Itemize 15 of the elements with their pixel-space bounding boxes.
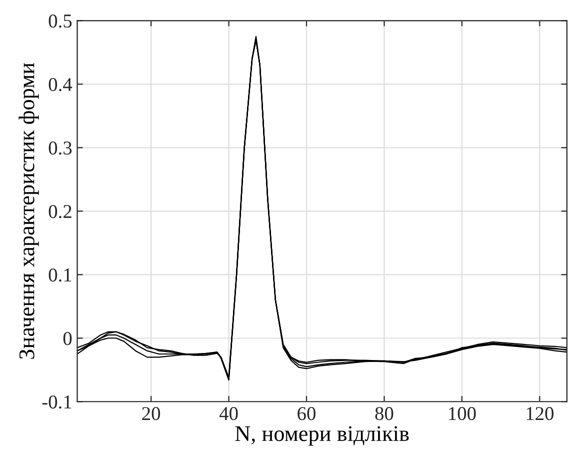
x-axis-title: N, номери відліків [235, 426, 409, 446]
y-tick-label: 0.4 [48, 78, 72, 92]
x-tick-label: 60 [298, 407, 316, 420]
x-tick-label: 100 [449, 407, 476, 420]
y-axis-title: Значення характеристик форми [18, 62, 39, 359]
y-tick-label: -0.1 [42, 395, 72, 409]
x-tick-label: 80 [375, 407, 394, 420]
x-tick-label: 40 [219, 407, 238, 420]
y-tick-label: 0.2 [48, 204, 72, 218]
x-tick-label: 20 [142, 407, 160, 420]
y-tick-label: 0.3 [48, 141, 72, 155]
y-tick-label: 0 [63, 332, 72, 346]
x-tick-label: 120 [526, 407, 554, 420]
y-tick-label: 0.5 [48, 14, 72, 28]
y-tick-label: 0.1 [48, 268, 72, 282]
